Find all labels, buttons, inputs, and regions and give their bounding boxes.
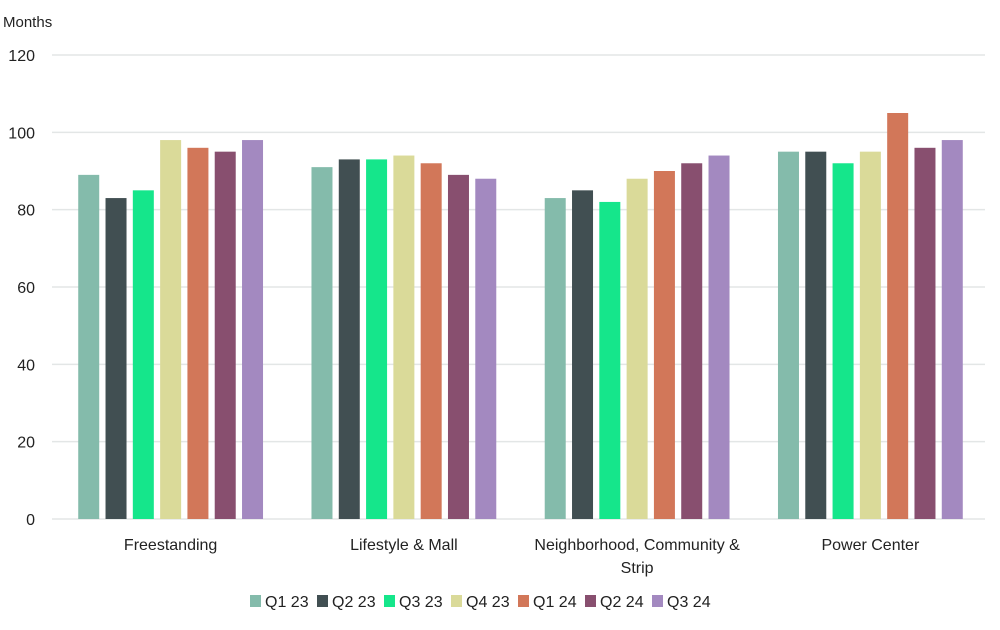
y-tick-label: 80 [17, 203, 35, 220]
legend-label: Q2 23 [332, 594, 376, 611]
legend-label: Q1 24 [533, 594, 577, 611]
bar-q1-23 [78, 174, 100, 519]
legend-swatch [250, 595, 261, 607]
bar-q2-23 [105, 198, 127, 520]
y-axis-label: Months [3, 14, 52, 31]
bar-q4-23 [160, 140, 182, 520]
bar-q1-24 [187, 147, 209, 520]
bar-q3-23 [832, 163, 854, 519]
legend-label: Q4 23 [466, 594, 510, 611]
bar-q2-24 [914, 147, 936, 520]
bar-q2-23 [805, 151, 827, 519]
bar-q1-24 [653, 171, 675, 519]
y-tick-label: 0 [26, 512, 35, 529]
legend-swatch [652, 595, 663, 607]
bar-q3-24 [242, 140, 264, 520]
legend-swatch [518, 595, 529, 607]
bar-q3-24 [708, 155, 730, 520]
bar-q2-24 [214, 151, 236, 519]
legend-label: Q2 24 [600, 594, 644, 611]
bar-q2-23 [338, 159, 360, 519]
bar-q3-23 [366, 159, 388, 519]
legend-label: Q1 23 [265, 594, 309, 611]
y-tick-label: 120 [8, 48, 35, 65]
bar-q1-23 [311, 167, 333, 519]
bar-q3-23 [599, 201, 621, 519]
bar-q3-23 [132, 190, 154, 520]
y-tick-label: 100 [8, 125, 35, 142]
y-tick-label: 40 [17, 357, 35, 374]
bar-q4-23 [393, 155, 415, 520]
bar-q1-23 [544, 198, 566, 520]
x-tick-label: Neighborhood, Community & [534, 537, 740, 554]
legend-swatch [451, 595, 462, 607]
legend-swatch [585, 595, 596, 607]
bar-q2-23 [572, 190, 594, 520]
x-tick-label: Power Center [821, 537, 919, 554]
x-tick-label: Freestanding [124, 537, 217, 554]
legend-swatch [317, 595, 328, 607]
y-tick-label: 60 [17, 280, 35, 297]
bar-q3-24 [941, 140, 963, 520]
bar-q4-23 [626, 178, 648, 519]
bar-q4-23 [859, 151, 881, 519]
bar-q1-24 [887, 113, 909, 519]
x-tick-label: Lifestyle & Mall [350, 537, 458, 554]
y-tick-label: 20 [17, 435, 35, 452]
x-tick-label: Strip [621, 560, 654, 577]
bar-q2-24 [681, 163, 703, 519]
legend-label: Q3 23 [399, 594, 443, 611]
legend-label: Q3 24 [667, 594, 711, 611]
bar-q2-24 [447, 174, 469, 519]
legend-swatch [384, 595, 395, 607]
bar-q1-24 [420, 163, 442, 519]
bar-q1-23 [777, 151, 799, 519]
bar-q3-24 [475, 178, 497, 519]
